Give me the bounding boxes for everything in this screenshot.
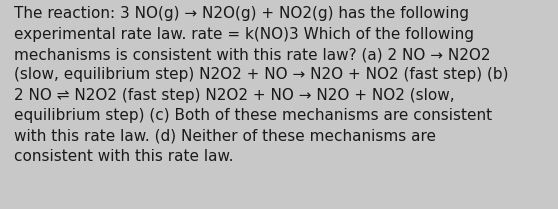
Text: The reaction: 3 NO(g) → N2O(g) + NO2(g) has the following
experimental rate law.: The reaction: 3 NO(g) → N2O(g) + NO2(g) … bbox=[14, 6, 508, 164]
